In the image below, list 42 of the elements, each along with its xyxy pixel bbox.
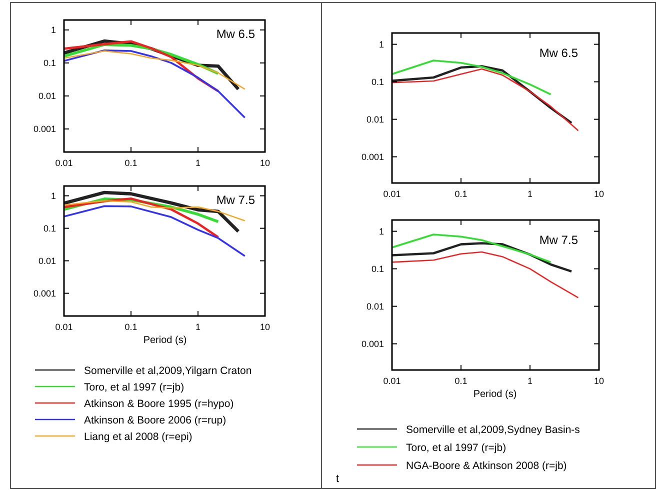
- y-tick-label: 0.01: [38, 90, 56, 101]
- y-tick-label: 0.001: [361, 338, 384, 349]
- x-tick-label: 10: [260, 322, 270, 332]
- x-tick-label: 0.1: [454, 376, 468, 386]
- y-tick-label: 0.01: [38, 256, 56, 266]
- y-tick-label: 0.001: [361, 152, 384, 162]
- x-axis-title: Period (s): [473, 389, 517, 400]
- x-tick-label: 1: [527, 189, 533, 199]
- legend-label: Liang et al 2008 (r=epi): [84, 431, 192, 443]
- annotation: Mw 7.5: [539, 233, 578, 247]
- y-tick-label: 0.01: [366, 114, 384, 124]
- legend-label: Atkinson & Boore 2006 (r=rup): [84, 414, 226, 426]
- text: t: [336, 473, 340, 485]
- y-tick-label: 1: [50, 24, 56, 35]
- annotation: Mw 6.5: [539, 46, 578, 60]
- x-tick-label: 10: [594, 376, 604, 386]
- y-tick-label: 0.1: [43, 223, 56, 234]
- y-tick-label: 0.1: [43, 58, 56, 68]
- x-tick-label: 0.1: [454, 189, 468, 199]
- legend-label: Toro, et al 1997 (r=jb): [406, 442, 506, 454]
- y-tick-label: 0.001: [33, 124, 56, 134]
- x-tick-label: 0.1: [124, 322, 138, 332]
- x-tick-label: 1: [195, 322, 201, 332]
- x-tick-label: 1: [195, 158, 201, 168]
- legend-label: Toro, et al 1997 (r=jb): [84, 382, 184, 394]
- x-tick-label: 10: [260, 158, 270, 168]
- legend-label: Somerville et al,2009,Yilgarn Craton: [84, 365, 252, 377]
- y-tick-label: 0.01: [366, 301, 384, 312]
- annotation: Mw 7.5: [216, 193, 256, 207]
- legend-label: Somerville et al,2009,Sydney Basin-s: [406, 424, 580, 436]
- y-tick-label: 0.1: [371, 76, 384, 87]
- x-tick-label: 0.1: [124, 158, 138, 168]
- x-axis-title: Period (s): [143, 335, 187, 346]
- legend-label: NGA-Boore & Atkinson 2008 (r=jb): [406, 460, 567, 472]
- x-tick-label: 1: [527, 376, 533, 386]
- y-tick-label: 1: [378, 39, 384, 50]
- legend-label: Atkinson & Boore 1995 (r=hypo): [84, 398, 234, 410]
- annotation: Mw 6.5: [216, 27, 256, 41]
- y-tick-label: 1: [378, 226, 384, 236]
- x-tick-label: 10: [594, 189, 604, 199]
- y-tick-label: 0.1: [371, 264, 384, 274]
- y-tick-label: 0.001: [33, 288, 56, 298]
